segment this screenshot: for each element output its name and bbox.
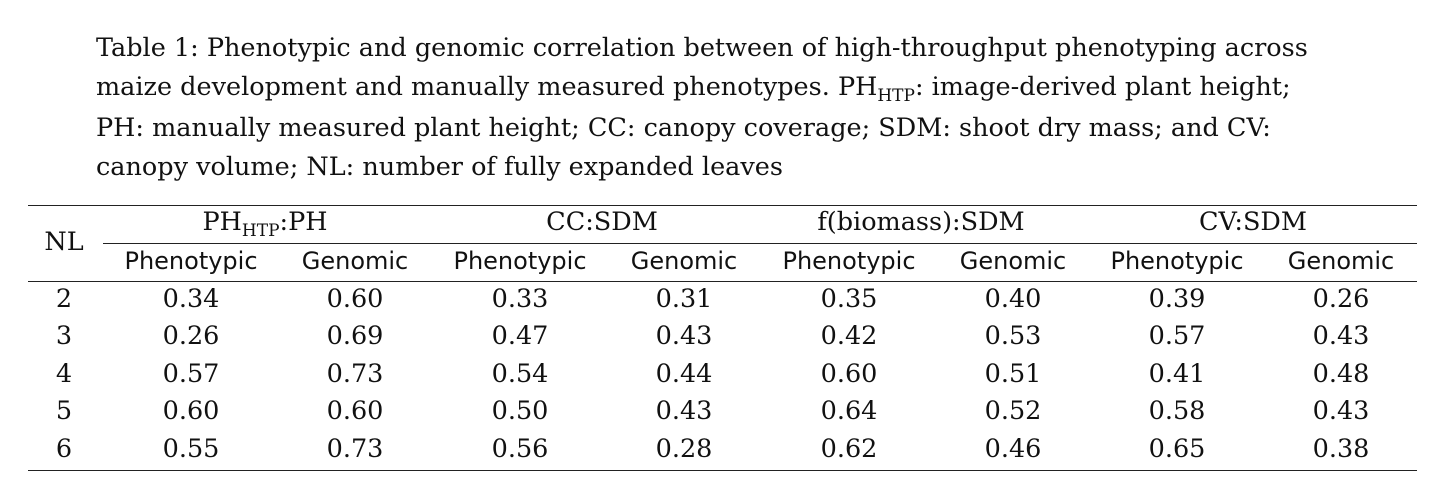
table-cell: 0.26 bbox=[1312, 284, 1370, 314]
table-cell: 0.31 bbox=[655, 284, 713, 314]
group-header: CC:SDM bbox=[546, 207, 658, 237]
table-cell: 0.43 bbox=[655, 396, 713, 426]
table-cell-nl: 2 bbox=[55, 284, 73, 314]
table-cell: 0.64 bbox=[820, 396, 878, 426]
column-subheader: Genomic bbox=[301, 247, 409, 275]
caption-line-2-text: maize development and manually measured … bbox=[96, 71, 878, 102]
caption-line-3: PH: manually measured plant height; CC: … bbox=[96, 113, 1271, 143]
table-cell: 0.43 bbox=[1312, 396, 1370, 426]
table-cell-nl: 5 bbox=[55, 396, 73, 426]
table-cell: 0.42 bbox=[820, 321, 878, 351]
table-bottom-rule bbox=[28, 470, 1417, 471]
table-cell: 0.47 bbox=[491, 321, 549, 351]
table-cell: 0.73 bbox=[326, 434, 384, 464]
group-header: f(biomass):SDM bbox=[817, 207, 1024, 237]
table-cell: 0.53 bbox=[984, 321, 1042, 351]
column-subheader: Phenotypic bbox=[1110, 247, 1244, 275]
header-bottom-rule bbox=[28, 281, 1417, 282]
column-subheader: Genomic bbox=[630, 247, 738, 275]
group-header-rest: :PH bbox=[279, 207, 328, 237]
table-cell: 0.48 bbox=[1312, 359, 1370, 389]
table-cell-nl: 4 bbox=[55, 359, 73, 389]
row-header-nl: NL bbox=[44, 227, 84, 257]
table-caption: Table 1: Phenotypic and genomic correlat… bbox=[96, 29, 1331, 186]
table-cell: 0.41 bbox=[1148, 359, 1206, 389]
group-header-label: CV:SDM bbox=[1199, 207, 1307, 237]
table-cell: 0.55 bbox=[162, 434, 220, 464]
table-cell: 0.57 bbox=[162, 359, 220, 389]
group-header: PHHTP:PH bbox=[202, 207, 328, 241]
table-cell: 0.54 bbox=[491, 359, 549, 389]
table-cell: 0.40 bbox=[984, 284, 1042, 314]
table-cell: 0.28 bbox=[655, 434, 713, 464]
table-cell-nl: 6 bbox=[55, 434, 73, 464]
table-cell: 0.60 bbox=[162, 396, 220, 426]
column-subheader: Genomic bbox=[959, 247, 1067, 275]
table-cell: 0.39 bbox=[1148, 284, 1206, 314]
table-cell: 0.58 bbox=[1148, 396, 1206, 426]
table-cell: 0.43 bbox=[1312, 321, 1370, 351]
group-header: CV:SDM bbox=[1199, 207, 1307, 237]
table-cell: 0.62 bbox=[820, 434, 878, 464]
group-header-label: CC:SDM bbox=[546, 207, 658, 237]
caption-line-2: maize development and manually measured … bbox=[96, 68, 1331, 110]
table-cell: 0.35 bbox=[820, 284, 878, 314]
table-cell: 0.56 bbox=[491, 434, 549, 464]
table-cell: 0.26 bbox=[162, 321, 220, 351]
column-subheader: Phenotypic bbox=[453, 247, 587, 275]
table-cell: 0.57 bbox=[1148, 321, 1206, 351]
column-subheader: Phenotypic bbox=[782, 247, 916, 275]
table-cell: 0.73 bbox=[326, 359, 384, 389]
table-cell: 0.44 bbox=[655, 359, 713, 389]
table-cell: 0.52 bbox=[984, 396, 1042, 426]
group-header-label: f(biomass):SDM bbox=[817, 207, 1025, 237]
caption-line-1: Table 1: Phenotypic and genomic correlat… bbox=[96, 33, 1308, 63]
table-cell: 0.34 bbox=[162, 284, 220, 314]
table-cell: 0.65 bbox=[1148, 434, 1206, 464]
table-cell: 0.50 bbox=[491, 396, 549, 426]
table-cell: 0.46 bbox=[984, 434, 1042, 464]
table-cell: 0.33 bbox=[491, 284, 549, 314]
table-cell: 0.69 bbox=[326, 321, 384, 351]
table-cell: 0.38 bbox=[1312, 434, 1370, 464]
table-cell: 0.60 bbox=[326, 396, 384, 426]
table-cell: 0.43 bbox=[655, 321, 713, 351]
caption-line-4: canopy volume; NL: number of fully expan… bbox=[96, 151, 783, 182]
table-cell-nl: 3 bbox=[55, 321, 73, 351]
group-header-label: PH bbox=[202, 207, 242, 237]
column-subheader: Phenotypic bbox=[124, 247, 258, 275]
caption-subscript: HTP bbox=[877, 85, 915, 106]
group-header-subscript: HTP bbox=[241, 221, 280, 241]
table-cell: 0.51 bbox=[984, 359, 1042, 389]
caption-line-2-rest: : image-derived plant height; bbox=[914, 71, 1291, 102]
group-header-rule bbox=[103, 243, 1417, 244]
column-subheader: Genomic bbox=[1287, 247, 1395, 275]
table-top-rule bbox=[28, 205, 1417, 206]
table-cell: 0.60 bbox=[326, 284, 384, 314]
table-cell: 0.60 bbox=[820, 359, 878, 389]
